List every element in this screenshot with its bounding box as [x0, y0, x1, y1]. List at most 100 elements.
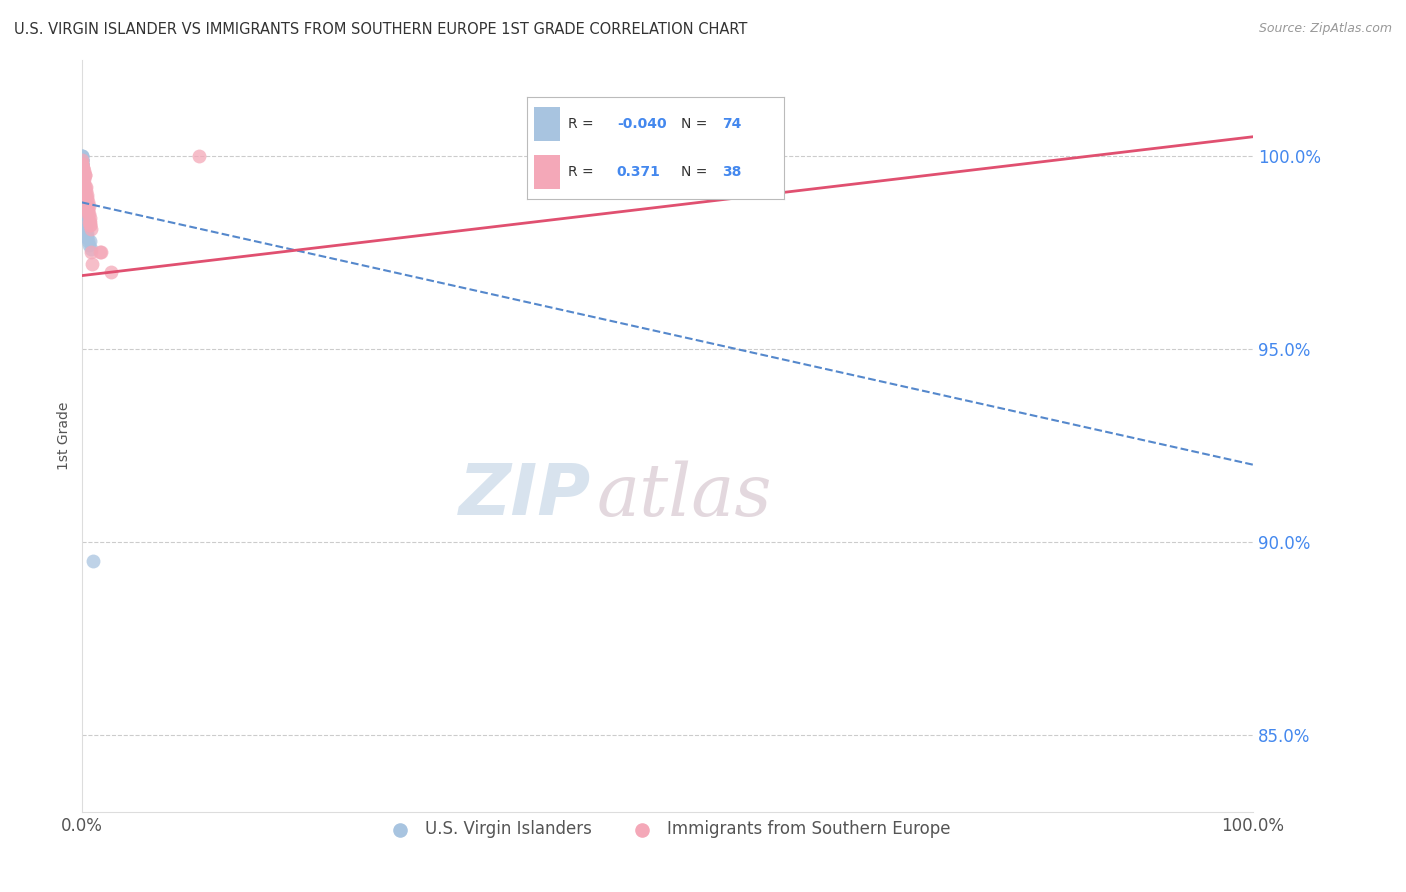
Point — [70, 176, 93, 190]
Point — [70, 180, 93, 194]
Point — [70, 195, 93, 210]
Point — [187, 149, 209, 163]
Point — [70, 157, 93, 171]
Y-axis label: 1st Grade: 1st Grade — [58, 401, 72, 470]
Point — [70, 172, 93, 186]
Point — [70, 192, 93, 206]
Point — [70, 184, 93, 198]
Point — [76, 199, 98, 213]
Point — [70, 149, 93, 163]
Point — [75, 184, 97, 198]
Point — [72, 161, 94, 175]
Point — [77, 234, 100, 248]
Point — [70, 207, 93, 221]
Point — [70, 161, 93, 175]
Point — [80, 245, 103, 260]
Point — [70, 153, 93, 167]
Point — [70, 157, 93, 171]
Point — [82, 554, 104, 568]
Point — [77, 214, 100, 228]
Point — [70, 176, 93, 190]
Point — [70, 153, 93, 167]
Point — [75, 192, 97, 206]
Point — [70, 153, 93, 167]
Point — [79, 214, 101, 228]
Point — [76, 226, 98, 240]
Point — [70, 187, 93, 202]
Point — [70, 184, 93, 198]
Point — [70, 161, 93, 175]
Point — [70, 149, 93, 163]
Point — [73, 222, 96, 236]
Point — [70, 180, 93, 194]
Point — [75, 187, 97, 202]
Point — [76, 230, 98, 244]
Point — [70, 184, 93, 198]
Point — [76, 187, 98, 202]
Point — [70, 195, 93, 210]
Point — [70, 202, 93, 217]
Point — [73, 176, 96, 190]
Point — [73, 222, 96, 236]
Point — [90, 245, 112, 260]
Point — [70, 195, 93, 210]
Point — [70, 149, 93, 163]
Point — [70, 180, 93, 194]
Point — [70, 187, 93, 202]
Point — [75, 230, 97, 244]
Point — [80, 242, 103, 256]
Point — [75, 226, 97, 240]
Point — [76, 202, 98, 217]
Point — [70, 157, 93, 171]
Point — [70, 172, 93, 186]
Point — [70, 161, 93, 175]
Point — [72, 161, 94, 175]
Text: Source: ZipAtlas.com: Source: ZipAtlas.com — [1258, 22, 1392, 36]
Point — [70, 164, 93, 178]
Point — [80, 257, 103, 271]
Point — [70, 153, 93, 167]
Point — [70, 207, 93, 221]
Point — [72, 176, 94, 190]
Point — [70, 202, 93, 217]
Point — [70, 157, 93, 171]
Point — [89, 245, 111, 260]
Point — [79, 211, 101, 225]
Point — [79, 219, 101, 233]
Point — [70, 164, 93, 178]
Point — [70, 153, 93, 167]
Point — [70, 169, 93, 183]
Point — [76, 192, 98, 206]
Point — [77, 237, 100, 252]
Point — [73, 172, 96, 186]
Point — [79, 234, 101, 248]
Point — [70, 161, 93, 175]
Point — [76, 202, 98, 217]
Point — [70, 169, 93, 183]
Point — [70, 157, 93, 171]
Point — [70, 199, 93, 213]
Point — [70, 199, 93, 213]
Point — [73, 180, 96, 194]
Point — [75, 219, 97, 233]
Point — [70, 214, 93, 228]
Point — [72, 157, 94, 171]
Point — [77, 207, 100, 221]
Point — [70, 169, 93, 183]
Point — [72, 214, 94, 228]
Point — [70, 199, 93, 213]
Point — [70, 153, 93, 167]
Point — [70, 157, 93, 171]
Point — [77, 199, 100, 213]
Point — [77, 195, 100, 210]
Point — [70, 176, 93, 190]
Point — [70, 211, 93, 225]
Point — [79, 219, 101, 233]
Point — [70, 187, 93, 202]
Point — [70, 192, 93, 206]
Point — [70, 164, 93, 178]
Point — [70, 164, 93, 178]
Point — [70, 176, 93, 190]
Point — [70, 172, 93, 186]
Point — [70, 161, 93, 175]
